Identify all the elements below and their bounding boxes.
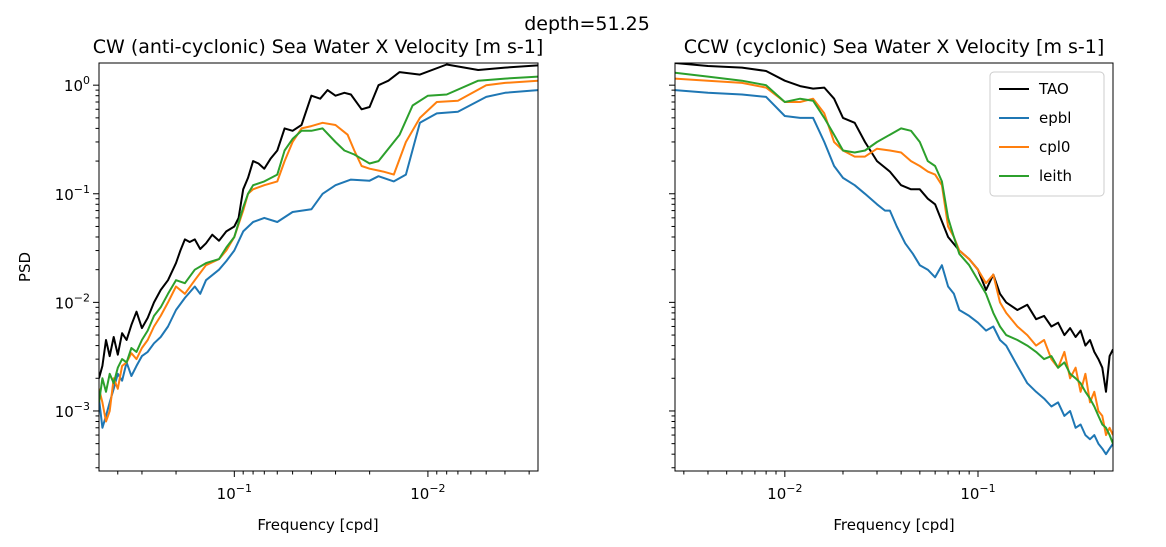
- y-tick-label-cw: 10−2: [55, 291, 90, 312]
- y-tick-label-cw: 10−1: [55, 183, 90, 204]
- x-axis-label-ccw: Frequency [cpd]: [833, 516, 954, 534]
- panel-title-ccw: CCW (cyclonic) Sea Water X Velocity [m s…: [684, 36, 1105, 58]
- axes-frame-ccw: [674, 62, 1114, 472]
- x-tick-label-ccw: 10−2: [767, 482, 802, 503]
- legend-box: [989, 71, 1105, 197]
- legend-label-epbl: epbl: [1039, 109, 1071, 127]
- x-tick-label-cw: 10−1: [217, 482, 252, 503]
- x-axis-label-cw: Frequency [cpd]: [257, 516, 378, 534]
- x-tick-label-cw: 10−2: [410, 482, 445, 503]
- panel-title-cw: CW (anti-cyclonic) Sea Water X Velocity …: [93, 36, 544, 58]
- suptitle: depth=51.25: [524, 13, 650, 35]
- panel-cw: CW (anti-cyclonic) Sea Water X Velocity …: [16, 36, 543, 534]
- series-line-epbl-ccw: [675, 89, 1113, 456]
- panel-ccw: CCW (cyclonic) Sea Water X Velocity [m s…: [669, 36, 1114, 534]
- series-line-leith-ccw: [675, 71, 1113, 445]
- legend-label-leith: leith: [1039, 167, 1072, 185]
- y-tick-label-cw: 10−3: [55, 400, 90, 421]
- series-line-cpl0-cw: [99, 79, 538, 423]
- legend-label-cpl0: cpl0: [1039, 138, 1070, 156]
- legend-label-tao: TAO: [1038, 80, 1069, 98]
- x-tick-label-ccw: 10−1: [960, 482, 995, 503]
- tick-layer-ccw: 10−2 10−1: [669, 84, 1095, 503]
- series-layer-ccw: [675, 63, 1113, 456]
- series-layer-cw: [99, 63, 538, 429]
- legend: TAO epbl cpl0 leith: [989, 71, 1105, 197]
- y-tick-label-cw: 100: [64, 74, 90, 95]
- series-line-leith-cw: [99, 75, 538, 403]
- series-line-tao-cw: [99, 63, 538, 379]
- y-axis-label: PSD: [16, 252, 34, 282]
- axes-frame-cw: [98, 62, 539, 472]
- series-line-epbl-cw: [99, 89, 538, 429]
- tick-layer-cw: 10−1 10−2 10−3 10−2 10−1 100: [55, 74, 530, 503]
